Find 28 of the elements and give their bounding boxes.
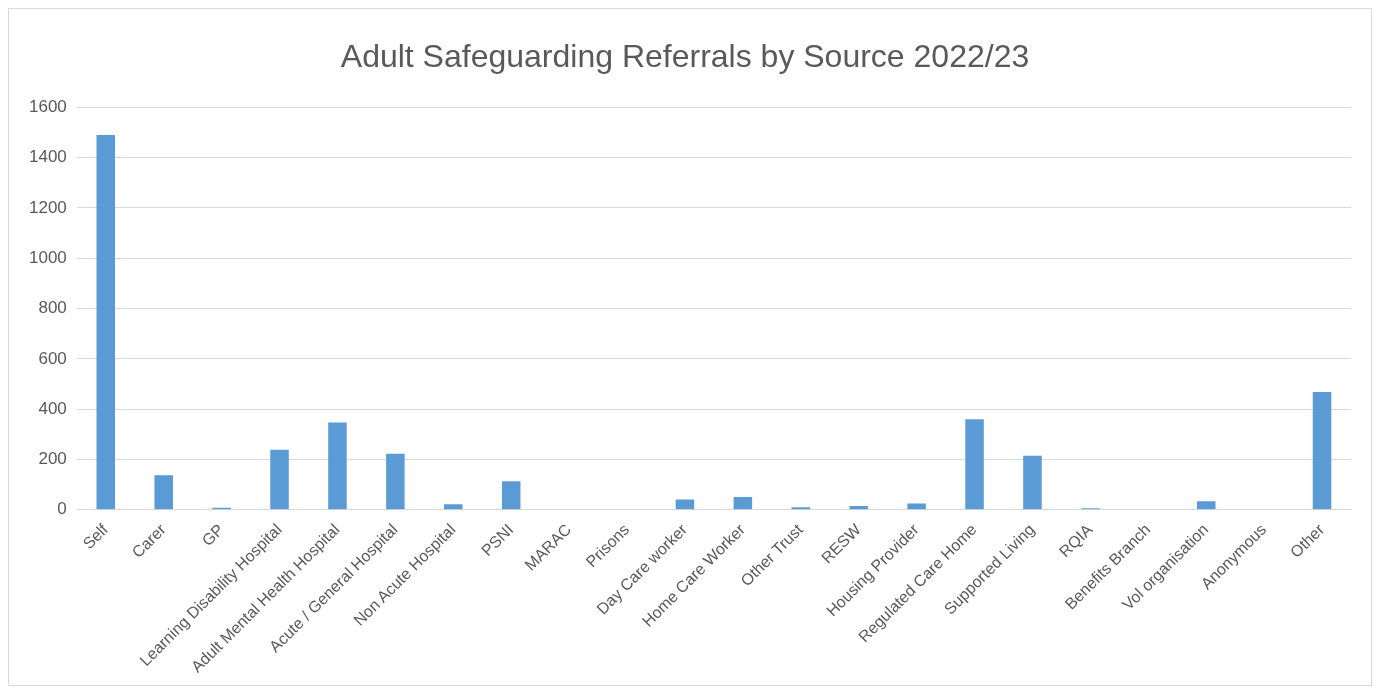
- bar: [444, 504, 463, 510]
- bar: [849, 505, 868, 510]
- bar: [907, 503, 926, 510]
- bar: [328, 422, 347, 510]
- bar: [965, 419, 984, 510]
- x-tick-label: Self: [79, 520, 112, 553]
- y-tick-label: 1000: [28, 247, 67, 267]
- y-tick-label: 400: [38, 398, 67, 418]
- bar: [386, 453, 405, 510]
- x-tick-label: GP: [198, 520, 227, 550]
- bar: [1312, 392, 1332, 510]
- y-tick-label: 0: [57, 499, 67, 519]
- y-tick-label: 1400: [28, 147, 67, 167]
- bar: [501, 481, 521, 510]
- y-tick-label: 600: [38, 348, 67, 368]
- y-tick-label: 1200: [28, 197, 67, 217]
- bar: [154, 475, 173, 510]
- y-tick-label: 200: [38, 449, 67, 469]
- bar: [1023, 455, 1042, 510]
- bar: [1196, 501, 1216, 510]
- bar: [733, 497, 753, 510]
- bar: [270, 449, 289, 510]
- bar: [675, 499, 695, 510]
- y-tick-label: 1600: [28, 97, 67, 117]
- bar: [791, 507, 811, 510]
- bar: [96, 135, 116, 510]
- chart-title: Adult Safeguarding Referrals by Source 2022/23: [340, 38, 1030, 75]
- y-tick-label: 800: [38, 298, 67, 318]
